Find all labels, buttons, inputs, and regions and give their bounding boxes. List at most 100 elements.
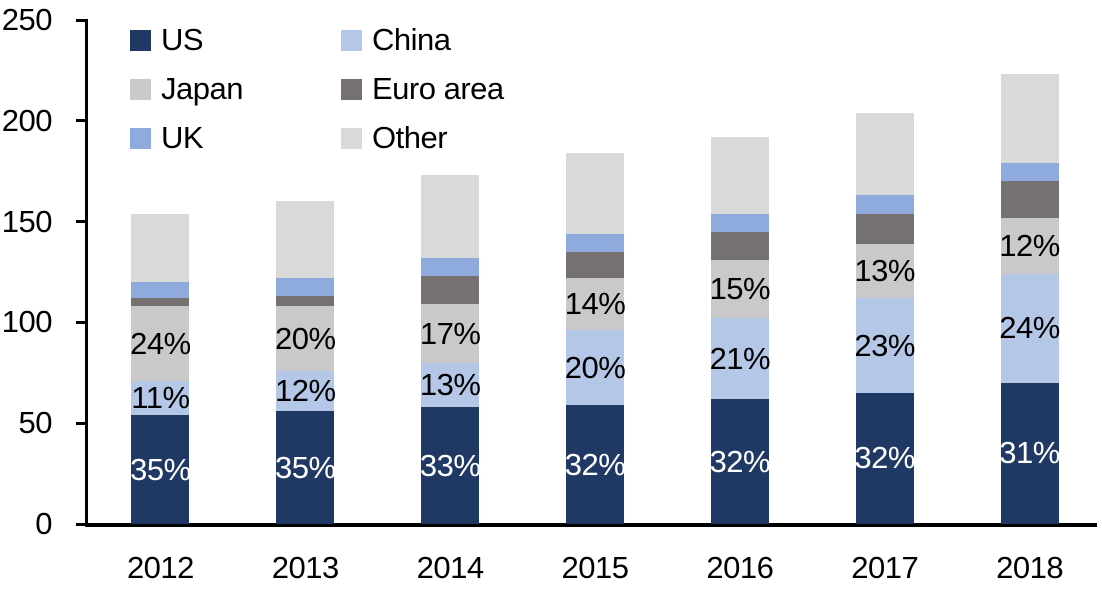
segment-china: 20% bbox=[565, 330, 626, 406]
segment-us: 32% bbox=[854, 392, 915, 524]
y-tick bbox=[76, 421, 88, 425]
legend: US China Japan Euro area UK Other bbox=[130, 22, 504, 155]
y-tick-label: 200 bbox=[1, 102, 53, 138]
legend-item-us: US bbox=[130, 22, 341, 57]
segment-percent-label: 23% bbox=[854, 327, 915, 363]
x-axis-baseline bbox=[85, 523, 1097, 527]
segment-euro-area bbox=[421, 276, 480, 305]
segment-euro-area bbox=[855, 213, 914, 244]
segment-uk bbox=[855, 195, 914, 214]
segment-japan: 20% bbox=[275, 306, 336, 371]
y-axis-line bbox=[85, 19, 88, 525]
y-tick bbox=[76, 522, 88, 526]
segment-japan: 15% bbox=[710, 259, 771, 319]
y-tick bbox=[76, 220, 88, 224]
segment-china: 23% bbox=[854, 298, 915, 393]
x-tick-label: 2013 bbox=[271, 550, 339, 585]
legend-label-euro-area: Euro area bbox=[372, 71, 504, 106]
x-tick-label: 2018 bbox=[996, 550, 1064, 585]
legend-item-euro-area: Euro area bbox=[341, 71, 504, 106]
segment-other bbox=[1000, 74, 1059, 164]
segment-china: 12% bbox=[275, 370, 336, 412]
segment-other bbox=[131, 213, 190, 283]
segment-uk bbox=[566, 233, 624, 252]
segment-us: 31% bbox=[999, 382, 1060, 524]
segment-uk bbox=[276, 278, 335, 297]
segment-percent-label: 24% bbox=[999, 310, 1060, 346]
bar-2012: 35% 11% 24% bbox=[130, 213, 191, 524]
legend-label-us: US bbox=[161, 22, 204, 57]
segment-us: 35% bbox=[130, 415, 191, 524]
segment-japan: 13% bbox=[854, 243, 915, 299]
segment-us: 32% bbox=[710, 399, 771, 524]
segment-other bbox=[276, 201, 335, 279]
bar-2018: 31% 24% 12% bbox=[999, 74, 1060, 524]
segment-percent-label: 35% bbox=[130, 451, 191, 487]
bar-2016: 32% 21% 15% bbox=[710, 136, 771, 524]
legend-swatch-other bbox=[341, 127, 362, 149]
legend-label-japan: Japan bbox=[161, 71, 243, 106]
segment-percent-label: 20% bbox=[564, 349, 626, 385]
segment-percent-label: 17% bbox=[419, 315, 481, 351]
segment-uk bbox=[131, 282, 190, 299]
segment-percent-label: 12% bbox=[999, 227, 1060, 263]
legend-label-other: Other bbox=[372, 120, 448, 155]
segment-china: 21% bbox=[710, 318, 771, 400]
plot-area: 35% 11% 24% 35% 12% 20% 33% 13% 17% 32% 20% 14% 32% 2… bbox=[88, 0, 1102, 598]
x-tick-label: 2012 bbox=[126, 550, 194, 585]
legend-item-china: China bbox=[341, 22, 504, 57]
segment-percent-label: 13% bbox=[854, 253, 915, 288]
segment-japan: 14% bbox=[565, 278, 626, 331]
segment-euro-area bbox=[710, 231, 769, 260]
bar-2015: 32% 20% 14% bbox=[565, 153, 626, 524]
x-axis-labels: 2012 2013 2014 2015 2016 2017 2018 bbox=[88, 550, 1102, 586]
segment-uk bbox=[710, 213, 769, 232]
segment-uk bbox=[1000, 163, 1059, 182]
legend-swatch-uk bbox=[130, 127, 151, 149]
segment-uk bbox=[421, 257, 480, 277]
x-tick-label: 2017 bbox=[851, 550, 919, 585]
segment-percent-label: 21% bbox=[709, 340, 771, 376]
segment-china: 11% bbox=[131, 380, 190, 416]
x-tick-label: 2016 bbox=[706, 550, 774, 585]
segment-japan: 12% bbox=[999, 217, 1060, 275]
segment-euro-area bbox=[566, 251, 624, 279]
y-tick-label: 250 bbox=[1, 2, 53, 37]
segment-percent-label: 20% bbox=[275, 320, 336, 356]
y-tick bbox=[76, 18, 88, 22]
segment-other bbox=[421, 175, 480, 258]
segment-percent-label: 24% bbox=[130, 325, 191, 361]
legend-swatch-japan bbox=[130, 78, 151, 100]
bar-2013: 35% 12% 20% bbox=[275, 201, 336, 524]
x-tick-label: 2014 bbox=[416, 550, 484, 585]
segment-japan: 24% bbox=[130, 306, 191, 381]
y-tick bbox=[76, 320, 88, 324]
y-tick-label: 50 bbox=[18, 405, 53, 441]
legend-swatch-china bbox=[341, 29, 362, 51]
segment-other bbox=[710, 136, 769, 214]
y-tick-label: 0 bbox=[35, 506, 52, 541]
bar-2014: 33% 13% 17% bbox=[420, 175, 481, 524]
bar-2017: 32% 23% 13% bbox=[854, 112, 915, 524]
legend-label-uk: UK bbox=[161, 120, 204, 155]
segment-other bbox=[566, 153, 624, 234]
segment-percent-label: 32% bbox=[564, 446, 626, 482]
segment-percent-label: 11% bbox=[131, 380, 190, 416]
segment-percent-label: 12% bbox=[275, 372, 336, 408]
segment-other bbox=[855, 112, 914, 196]
segment-us: 35% bbox=[275, 411, 336, 524]
legend-swatch-euro-area bbox=[341, 78, 362, 100]
segment-percent-label: 13% bbox=[419, 366, 481, 402]
segment-us: 32% bbox=[565, 405, 626, 524]
y-tick bbox=[76, 119, 88, 123]
segment-japan: 17% bbox=[420, 304, 481, 363]
segment-china: 13% bbox=[420, 362, 481, 408]
legend-item-uk: UK bbox=[130, 120, 341, 155]
segment-percent-label: 32% bbox=[709, 443, 771, 479]
segment-percent-label: 14% bbox=[564, 286, 626, 322]
segment-percent-label: 32% bbox=[854, 440, 915, 476]
segment-percent-label: 33% bbox=[419, 447, 481, 483]
segment-percent-label: 35% bbox=[275, 449, 336, 485]
segment-us: 33% bbox=[420, 407, 481, 524]
segment-percent-label: 15% bbox=[709, 271, 771, 307]
